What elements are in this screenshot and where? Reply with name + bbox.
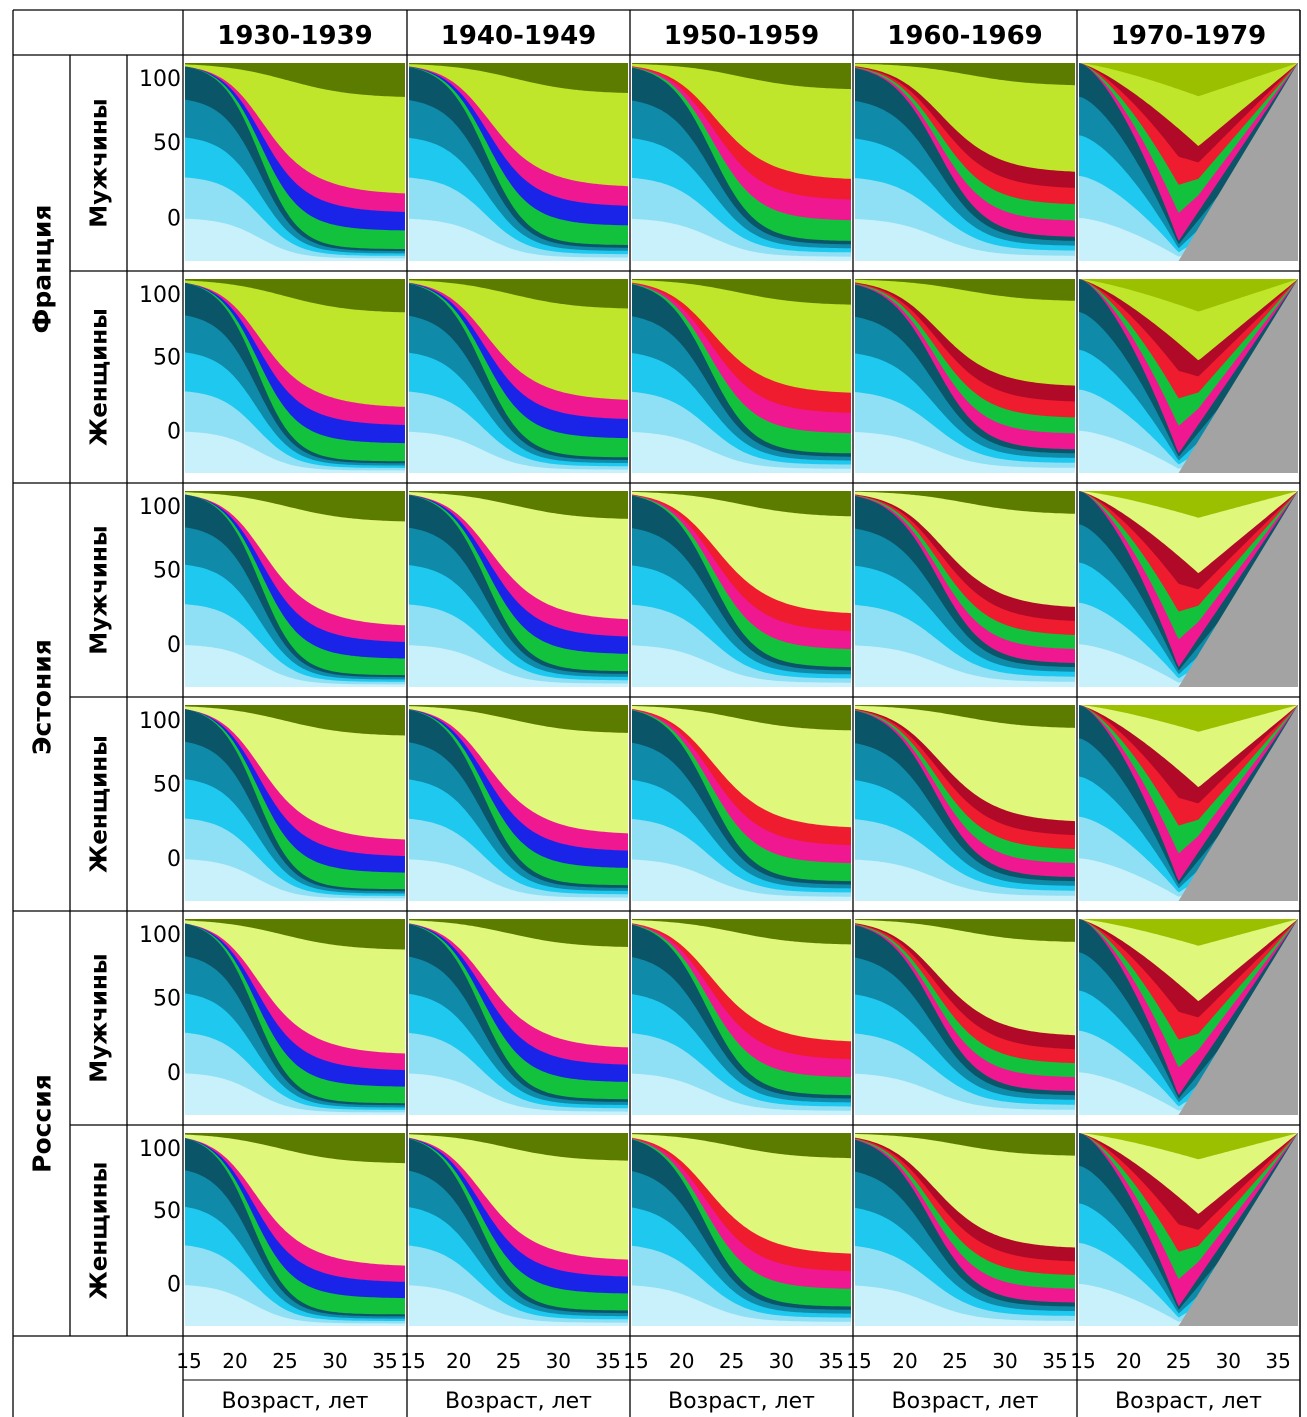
x-tick-label: 20 xyxy=(669,1349,694,1373)
x-tick-label: 20 xyxy=(1116,1349,1141,1373)
panel-3-5 xyxy=(855,1133,1075,1326)
panel-0-1 xyxy=(185,279,405,473)
panel-1-2 xyxy=(409,491,628,687)
x-tick-label: 25 xyxy=(719,1349,744,1373)
x-tick-label: 25 xyxy=(272,1349,297,1373)
y-tick-label: 100 xyxy=(139,283,181,308)
x-tick-label: 15 xyxy=(623,1349,648,1373)
x-axis-label: Возраст, лет xyxy=(1115,1389,1262,1414)
panel-2-2 xyxy=(632,491,851,687)
x-tick-label: 30 xyxy=(322,1349,347,1373)
panel-1-5 xyxy=(409,1133,628,1326)
x-axis-label: Возраст, лет xyxy=(668,1389,815,1414)
panel-2-0 xyxy=(632,63,851,261)
y-tick-label: 0 xyxy=(167,206,181,231)
sex-label: Мужчины xyxy=(87,525,113,654)
x-tick-label: 25 xyxy=(942,1349,967,1373)
panel-4-5 xyxy=(1079,1133,1298,1326)
panel-0-0 xyxy=(185,63,405,261)
panel-0-2 xyxy=(185,491,405,687)
sex-label: Женщины xyxy=(87,308,113,446)
panel-4-2 xyxy=(1079,491,1298,687)
column-header: 1940-1949 xyxy=(441,21,597,51)
column-header: 1960-1969 xyxy=(887,21,1043,51)
x-tick-label: 15 xyxy=(846,1349,871,1373)
panel-3-3 xyxy=(855,705,1075,901)
country-label: Россия xyxy=(28,1074,57,1173)
column-header: 1970-1979 xyxy=(1111,21,1267,51)
x-tick-label: 15 xyxy=(400,1349,425,1373)
x-tick-label: 25 xyxy=(496,1349,521,1373)
panel-1-1 xyxy=(409,279,628,473)
x-tick-label: 30 xyxy=(992,1349,1017,1373)
panel-0-3 xyxy=(185,705,405,901)
x-tick-label: 25 xyxy=(1166,1349,1191,1373)
y-tick-label: 100 xyxy=(139,709,181,734)
panel-2-4 xyxy=(632,919,851,1115)
x-tick-label: 35 xyxy=(818,1349,843,1373)
panel-1-4 xyxy=(409,919,628,1115)
panel-3-0 xyxy=(855,63,1075,261)
panel-3-1 xyxy=(855,279,1075,473)
y-tick-label: 0 xyxy=(167,1273,181,1298)
x-tick-label: 30 xyxy=(769,1349,794,1373)
sex-label: Мужчины xyxy=(87,98,113,227)
panel-4-4 xyxy=(1079,919,1298,1115)
x-tick-label: 30 xyxy=(1216,1349,1241,1373)
panel-3-4 xyxy=(855,919,1075,1115)
sex-label: Мужчины xyxy=(87,953,113,1082)
panel-2-5 xyxy=(632,1133,851,1326)
panel-0-4 xyxy=(185,919,405,1115)
y-tick-label: 100 xyxy=(139,923,181,948)
country-label: Эстония xyxy=(28,639,57,755)
panel-1-3 xyxy=(409,705,628,901)
y-tick-label: 0 xyxy=(167,847,181,872)
x-axis-label: Возраст, лет xyxy=(221,1389,368,1414)
panel-4-1 xyxy=(1079,279,1298,473)
y-tick-label: 50 xyxy=(153,346,181,371)
x-tick-label: 35 xyxy=(1042,1349,1067,1373)
y-tick-label: 100 xyxy=(139,495,181,520)
x-axis-label: Возраст, лет xyxy=(891,1389,1038,1414)
y-tick-label: 100 xyxy=(139,1137,181,1162)
x-axis-label: Возраст, лет xyxy=(445,1389,592,1414)
column-header: 1930-1939 xyxy=(217,21,373,51)
x-tick-label: 20 xyxy=(446,1349,471,1373)
x-tick-label: 15 xyxy=(1070,1349,1095,1373)
x-tick-label: 30 xyxy=(546,1349,571,1373)
y-tick-label: 100 xyxy=(139,67,181,92)
x-tick-label: 20 xyxy=(222,1349,247,1373)
panel-3-2 xyxy=(855,491,1075,687)
y-tick-label: 50 xyxy=(153,772,181,797)
y-tick-label: 50 xyxy=(153,558,181,583)
x-tick-label: 20 xyxy=(892,1349,917,1373)
panel-4-0 xyxy=(1079,63,1298,261)
y-tick-label: 0 xyxy=(167,1061,181,1086)
panel-2-1 xyxy=(632,279,851,473)
panel-4-3 xyxy=(1079,705,1298,901)
x-tick-label: 15 xyxy=(176,1349,201,1373)
panel-0-5 xyxy=(185,1133,405,1326)
y-tick-label: 0 xyxy=(167,633,181,658)
y-tick-label: 50 xyxy=(153,1199,181,1224)
country-label: Франция xyxy=(28,205,57,334)
panel-2-3 xyxy=(632,705,851,901)
column-header: 1950-1959 xyxy=(664,21,820,51)
y-tick-label: 50 xyxy=(153,986,181,1011)
x-tick-label: 35 xyxy=(1265,1349,1290,1373)
sex-label: Женщины xyxy=(87,1162,113,1300)
x-tick-label: 35 xyxy=(595,1349,620,1373)
x-tick-label: 35 xyxy=(372,1349,397,1373)
y-tick-label: 0 xyxy=(167,419,181,444)
panel-1-0 xyxy=(409,63,628,261)
sex-label: Женщины xyxy=(87,735,113,873)
y-tick-label: 50 xyxy=(153,131,181,156)
